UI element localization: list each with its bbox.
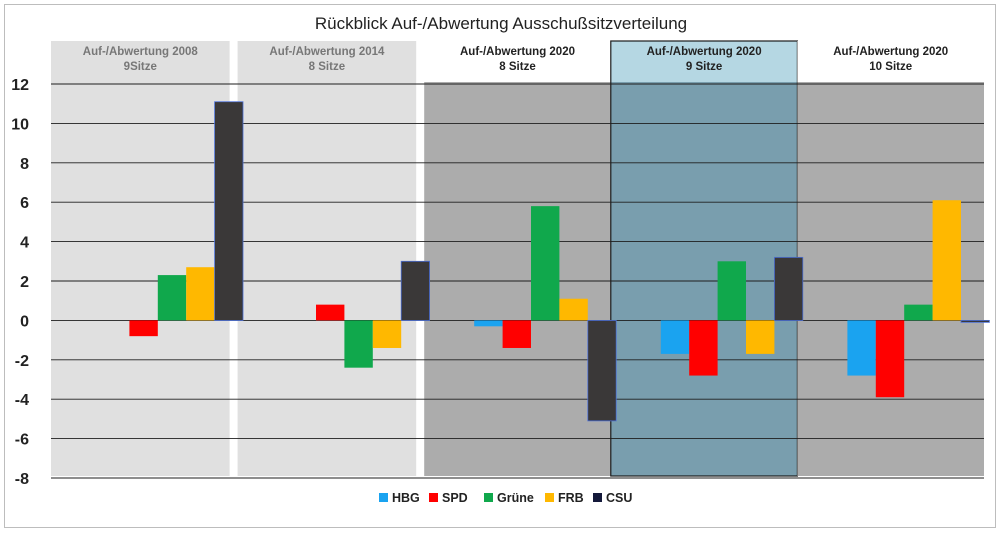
bar-csu bbox=[774, 256, 804, 321]
panel-bg bbox=[237, 82, 417, 476]
y-tick-label: 2 bbox=[20, 274, 29, 291]
panel-header-bg bbox=[51, 41, 230, 82]
panel-title: Auf-/Abwertung 2020 bbox=[647, 46, 762, 58]
y-tick-label: 6 bbox=[20, 195, 29, 212]
y-tick-label: 4 bbox=[20, 235, 29, 252]
bar-frb bbox=[746, 320, 775, 354]
bar-spd bbox=[316, 304, 345, 321]
panel-subtitle: 9Sitze bbox=[124, 61, 157, 73]
legend-swatch-gruene bbox=[484, 493, 493, 502]
y-tick-label: -8 bbox=[15, 471, 29, 488]
y-tick-label: 10 bbox=[11, 116, 29, 133]
legend-swatch-csu bbox=[593, 493, 602, 502]
legend-swatch-hbg bbox=[379, 493, 388, 502]
bar-gruene bbox=[531, 206, 560, 321]
bar-csu bbox=[587, 319, 617, 422]
bar-hbg bbox=[660, 320, 690, 354]
y-tick-label: 8 bbox=[20, 156, 29, 173]
panel-subtitle: 10 Sitze bbox=[869, 61, 912, 73]
bar-gruene bbox=[904, 304, 933, 321]
panel-bg bbox=[610, 82, 798, 476]
bar-gruene bbox=[344, 320, 373, 368]
panel-subtitle: 8 Sitze bbox=[499, 61, 535, 73]
bar-csu bbox=[960, 319, 990, 323]
panel-title: Auf-/Abwertung 2020 bbox=[460, 46, 575, 58]
bar-spd bbox=[875, 320, 905, 398]
panel-title: Auf-/Abwertung 2020 bbox=[833, 46, 948, 58]
y-axis-ticks: -8 -6 -4 -2 0 2 4 6 8 10 12 bbox=[11, 77, 29, 488]
bar-spd bbox=[689, 320, 718, 376]
panel-subtitle: 8 Sitze bbox=[309, 61, 345, 73]
bar-hbg bbox=[847, 320, 876, 376]
chart-svg: Rückblick Auf-/Abwertung Ausschußsitzver… bbox=[11, 14, 990, 505]
bar-spd bbox=[129, 320, 158, 337]
legend-swatch-frb bbox=[545, 493, 554, 502]
legend: HBG SPD Grüne FRB CSU bbox=[379, 491, 632, 505]
bar-frb bbox=[186, 267, 215, 321]
panel-bg bbox=[424, 82, 611, 476]
legend-label-frb: FRB bbox=[558, 491, 584, 505]
panel-title: Auf-/Abwertung 2008 bbox=[83, 46, 199, 58]
chart-title: Rückblick Auf-/Abwertung Ausschußsitzver… bbox=[315, 14, 687, 33]
bar-frb bbox=[559, 298, 588, 321]
bar-gruene bbox=[157, 275, 187, 321]
y-tick-label: -4 bbox=[15, 392, 29, 409]
gridlines bbox=[51, 83, 984, 479]
y-tick-label: 12 bbox=[11, 77, 29, 94]
bar-csu bbox=[400, 260, 431, 321]
y-tick-label: -2 bbox=[15, 353, 29, 370]
chart-frame: Rückblick Auf-/Abwertung Ausschußsitzver… bbox=[4, 4, 996, 528]
bar-hbg bbox=[474, 320, 503, 327]
bar-gruene bbox=[717, 261, 746, 321]
panel-header-bg bbox=[797, 41, 984, 82]
bar-spd bbox=[502, 320, 531, 348]
legend-label-csu: CSU bbox=[606, 491, 632, 505]
legend-label-gruene: Grüne bbox=[497, 491, 534, 505]
legend-label-hbg: HBG bbox=[392, 491, 420, 505]
panel-subtitle: 9 Sitze bbox=[686, 61, 722, 73]
panel-backgrounds: Auf-/Abwertung 2008 9Sitze Auf-/Abwertung … bbox=[51, 40, 984, 477]
panel-header-bg bbox=[237, 41, 417, 82]
legend-label-spd: SPD bbox=[442, 491, 468, 505]
legend-swatch-spd bbox=[429, 493, 438, 502]
bars bbox=[129, 101, 990, 422]
bar-frb bbox=[932, 200, 961, 321]
panel-title: Auf-/Abwertung 2014 bbox=[269, 46, 385, 58]
y-tick-label: -6 bbox=[15, 432, 29, 449]
panel-header-bg bbox=[424, 41, 611, 82]
panel-header-bg bbox=[610, 41, 798, 82]
bar-csu bbox=[214, 101, 244, 321]
y-tick-label: 0 bbox=[20, 313, 29, 330]
bar-frb bbox=[372, 320, 402, 348]
